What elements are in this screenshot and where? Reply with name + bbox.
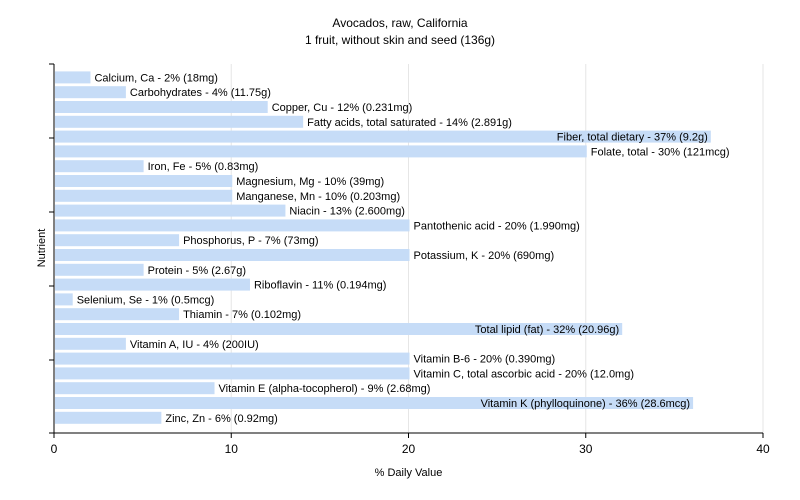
bar: [55, 352, 410, 365]
bar: [55, 71, 91, 84]
bar-label: Vitamin A, IU - 4% (200IU): [130, 339, 259, 351]
bar: [55, 86, 126, 99]
bar-label: Manganese, Mn - 10% (0.203mg): [236, 191, 400, 203]
bar-label: Pantothenic acid - 20% (1.990mg): [414, 220, 580, 232]
bar: [55, 278, 250, 291]
bar: [55, 367, 410, 380]
y-axis-title: Nutrient: [36, 229, 48, 268]
bar: [55, 397, 694, 409]
bar-label: Phosphorus, P - 7% (73mg): [183, 235, 319, 247]
bar-label: Potassium, K - 20% (690mg): [414, 250, 555, 262]
chart-subtitle: 1 fruit, without skin and seed (136g): [304, 33, 496, 47]
bar: [55, 219, 410, 232]
bar: [55, 189, 233, 202]
bar: [55, 293, 73, 306]
x-tick-label: 30: [579, 442, 593, 456]
bar-label: Carbohydrates - 4% (11.75g): [130, 87, 271, 99]
bar-label: Fiber, total dietary - 37% (9.2g): [557, 132, 708, 144]
bar: [55, 382, 215, 395]
bar-label: Iron, Fe - 5% (0.83mg): [148, 161, 259, 173]
bar-label: Vitamin E (alpha-tocopherol) - 9% (2.68m…: [219, 383, 431, 395]
bar: [55, 411, 162, 424]
bar: [55, 160, 144, 173]
bar: [55, 263, 144, 276]
bar-label: Vitamin C, total ascorbic acid - 20% (12…: [414, 368, 635, 380]
bar: [55, 234, 180, 247]
bar-label: Magnesium, Mg - 10% (39mg): [236, 176, 384, 188]
x-tick-label: 0: [51, 442, 58, 456]
bar: [55, 337, 126, 350]
chart-title: Avocados, raw, California: [332, 16, 468, 30]
bar: [55, 308, 180, 321]
bar-label: Vitamin K (phylloquinone) - 36% (28.6mcg…: [481, 398, 691, 410]
x-axis-title: % Daily Value: [375, 467, 443, 479]
bar-label: Folate, total - 30% (121mcg): [591, 146, 730, 158]
bar: [55, 115, 304, 128]
bar-label: Selenium, Se - 1% (0.5mcg): [77, 294, 215, 306]
bar-label: Copper, Cu - 12% (0.231mg): [272, 102, 413, 114]
bar-label: Riboflavin - 11% (0.194mg): [254, 280, 386, 292]
bar-label: Protein - 5% (2.67g): [148, 265, 246, 277]
x-tick-label: 20: [402, 442, 416, 456]
x-tick-label: 10: [225, 442, 239, 456]
bar: [55, 323, 623, 335]
bar: [55, 204, 286, 217]
bar: [55, 130, 711, 143]
bar-label: Niacin - 13% (2.600mg): [289, 206, 405, 218]
bar-label: Vitamin B-6 - 20% (0.390mg): [414, 354, 556, 366]
bar-label: Calcium, Ca - 2% (18mg): [94, 72, 217, 84]
bar-label: Zinc, Zn - 6% (0.92mg): [165, 413, 277, 425]
bar: [55, 249, 410, 261]
bar: [55, 145, 587, 158]
bar-label: Fatty acids, total saturated - 14% (2.89…: [307, 117, 512, 129]
bar-label: Thiamin - 7% (0.102mg): [183, 309, 301, 321]
bar: [55, 175, 233, 187]
x-tick-label: 40: [756, 442, 770, 456]
bar-label: Total lipid (fat) - 32% (20.96g): [475, 324, 619, 336]
bar: [55, 101, 268, 113]
